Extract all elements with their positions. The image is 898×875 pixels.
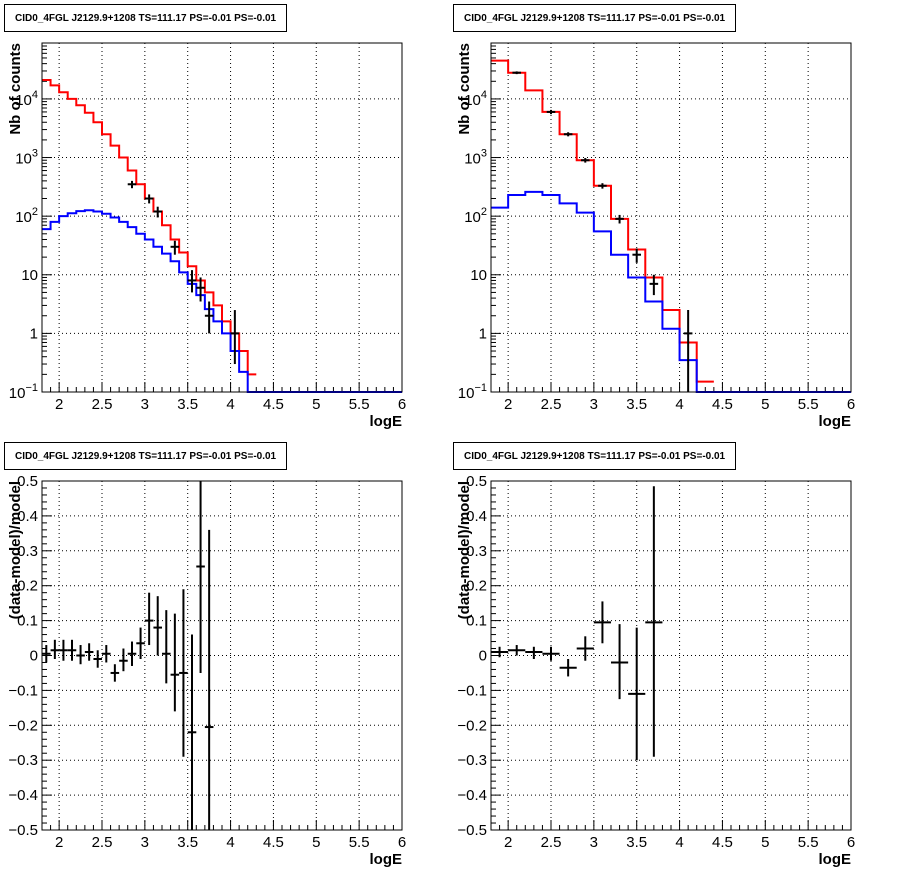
y-tick-label: 0.4 [466,508,487,525]
y-tick-label: 0.2 [17,578,38,595]
x-axis-title: logE [370,413,403,430]
y-tick-label: 0 [479,648,487,665]
plot-title: CID0_4FGL J2129.9+1208 TS=111.17 PS=-0.0… [4,4,288,32]
pad-top-left-counts: 2 2.5 3 3.5 4 4.5 5 5.5 6 10−1 1 10 102 103 104 logE Nb … [0,0,449,437]
x-tick-label: 2 [504,396,512,413]
x-tick-label: 2.5 [541,834,562,851]
x-tick-label: 4.5 [263,834,284,851]
y-tick-label: 10 [470,267,487,284]
x-tick-label: 5.5 [798,834,819,851]
plot-frame [41,42,403,393]
y-tick-label: −0.5 [457,822,487,839]
counts-plot-top-left: 2 2.5 3 3.5 4 4.5 5 5.5 6 10−1 1 10 102 103 104 logE Nb … [7,42,406,430]
x-tick-label: 2.5 [92,396,113,413]
y-tick-label: 1 [479,325,487,342]
residual-plot-bottom-right: 2 2.5 3 3.5 4 4.5 5 5.5 6 −0.5 −0.4 −0.3 −0.2 −0.1 0 0.… [456,473,855,868]
x-tick-label: 2 [504,834,512,851]
x-tick-label: 3 [141,396,149,413]
x-tick-label: 2.5 [92,834,113,851]
x-tick-label: 5 [761,834,769,851]
x-tick-label: 4 [226,396,234,413]
y-tick-label: 103 [464,148,487,168]
y-tick-label: −0.2 [8,717,38,734]
x-tick-label: 3.5 [177,396,198,413]
pad-bottom-left-residuals: 2 2.5 3 3.5 4 4.5 5 5.5 6 −0.5 −0.4 −0.3 −0.2 −0.1 0 0.… [0,438,449,875]
y-tick-label: 0 [30,648,38,665]
x-tick-label: 4.5 [712,396,733,413]
y-tick-label: 10−1 [458,382,487,402]
y-tick-label: 104 [464,89,487,109]
x-axis-title: logE [370,851,403,868]
x-tick-label: 4.5 [263,396,284,413]
x-tick-label: 6 [847,396,855,413]
y-tick-label: 0.1 [17,613,38,630]
y-tick-label: 0.3 [466,543,487,560]
x-tick-label: 2 [55,834,63,851]
plot-frame [41,480,403,831]
y-tick-label: −0.4 [457,787,487,804]
x-tick-label: 3 [590,396,598,413]
x-tick-label: 2.5 [541,396,562,413]
plot-frame [490,480,852,831]
x-tick-label: 6 [398,396,406,413]
y-axis-title: (data-model)/model [456,481,473,619]
series-line-1 [491,190,851,393]
plot-title: CID0_4FGL J2129.9+1208 TS=111.17 PS=-0.0… [453,4,737,32]
y-tick-label: 10 [21,267,38,284]
x-tick-label: 5 [312,834,320,851]
pad-top-right-counts: 2 2.5 3 3.5 4 4.5 5 5.5 6 10−1 1 10 102 103 104 logE Nb … [449,0,898,437]
y-axis-title: (data-model)/model [7,481,24,619]
x-tick-label: 6 [847,834,855,851]
y-tick-label: 104 [15,89,38,109]
x-tick-label: 4 [675,834,683,851]
x-tick-label: 4.5 [712,834,733,851]
y-tick-label: 103 [15,148,38,168]
plot-frame [490,42,852,393]
y-tick-label: −0.1 [8,682,38,699]
x-tick-label: 5.5 [798,396,819,413]
y-tick-label: −0.4 [8,787,38,804]
series-line-1 [42,209,402,393]
x-tick-label: 5 [761,396,769,413]
residual-plot-bottom-left: 2 2.5 3 3.5 4 4.5 5 5.5 6 −0.5 −0.4 −0.3 −0.2 −0.1 0 0.… [7,473,406,868]
y-axis-title: Nb of counts [456,43,473,135]
y-tick-label: −0.3 [8,752,38,769]
y-tick-label: 0.5 [17,473,38,490]
x-axis-title: logE [819,413,852,430]
y-tick-label: 10−1 [9,382,38,402]
y-tick-label: −0.2 [457,717,487,734]
y-tick-label: 0.1 [466,613,487,630]
y-tick-label: 0.3 [17,543,38,560]
x-tick-label: 3 [141,834,149,851]
x-tick-label: 4 [226,834,234,851]
x-tick-label: 5 [312,396,320,413]
counts-plot-top-right: 2 2.5 3 3.5 4 4.5 5 5.5 6 10−1 1 10 102 103 104 logE Nb … [456,42,855,430]
y-tick-label: 0.5 [466,473,487,490]
x-tick-label: 6 [398,834,406,851]
y-tick-label: 1 [30,325,38,342]
plot-title: CID0_4FGL J2129.9+1208 TS=111.17 PS=-0.0… [453,442,737,470]
y-tick-label: −0.3 [457,752,487,769]
x-axis-title: logE [819,851,852,868]
x-tick-label: 3.5 [626,834,647,851]
x-tick-label: 5.5 [349,396,370,413]
series-line-0 [42,79,257,376]
plot-title: CID0_4FGL J2129.9+1208 TS=111.17 PS=-0.0… [4,442,288,470]
y-tick-label: −0.5 [8,822,38,839]
y-tick-label: 102 [464,206,487,226]
pad-bottom-right-residuals: 2 2.5 3 3.5 4 4.5 5 5.5 6 −0.5 −0.4 −0.3 −0.2 −0.1 0 0.… [449,438,898,875]
y-tick-label: 0.4 [17,508,38,525]
x-tick-label: 2 [55,396,63,413]
x-tick-label: 3.5 [626,396,647,413]
y-axis-title: Nb of counts [7,43,24,135]
x-tick-label: 3.5 [177,834,198,851]
y-tick-label: −0.1 [457,682,487,699]
y-tick-label: 0.2 [466,578,487,595]
x-tick-label: 4 [675,396,683,413]
x-tick-label: 5.5 [349,834,370,851]
x-tick-label: 3 [590,834,598,851]
y-tick-label: 102 [15,206,38,226]
